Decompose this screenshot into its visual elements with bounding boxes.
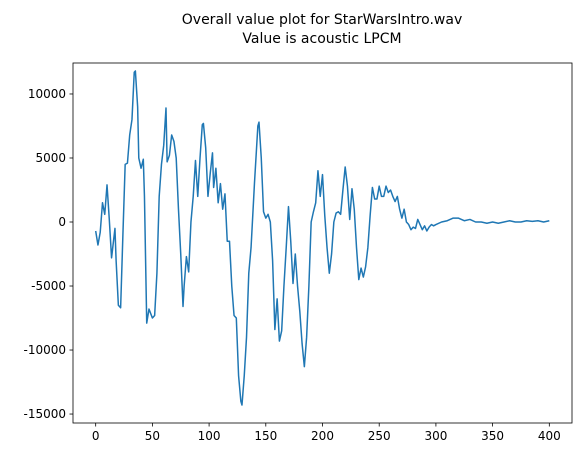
x-tick-label: 350: [481, 429, 504, 443]
x-tick-label: 200: [311, 429, 334, 443]
y-tick-label: 5000: [35, 151, 66, 165]
y-tick-label: -5000: [31, 279, 66, 293]
x-tick-label: 400: [538, 429, 561, 443]
plot-area: [94, 70, 550, 406]
x-tick-label: 250: [368, 429, 391, 443]
x-tick-label: 0: [92, 429, 100, 443]
y-tick-label: 0: [58, 215, 66, 229]
y-tick-label: -15000: [23, 407, 66, 421]
chart-subtitle: Value is acoustic LPCM: [242, 31, 401, 47]
y-tick-label: -10000: [23, 343, 66, 357]
x-tick-label: 300: [424, 429, 447, 443]
x-tick-label: 100: [198, 429, 221, 443]
data-line: [94, 70, 550, 406]
x-tick-label: 150: [254, 429, 277, 443]
y-tick-label: 10000: [28, 87, 66, 101]
chart-title: Overall value plot for StarWarsIntro.wav: [182, 12, 462, 28]
x-tick-label: 50: [145, 429, 160, 443]
